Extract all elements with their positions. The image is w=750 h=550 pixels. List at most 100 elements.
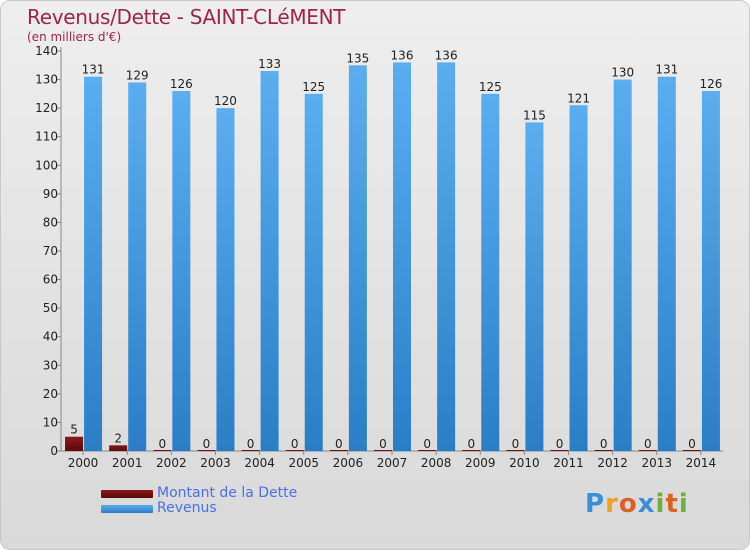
- x-tick-label: 2000: [68, 456, 99, 470]
- revenue-value-label: 125: [302, 80, 325, 94]
- debt-value-label: 2: [114, 431, 122, 445]
- revenue-value-label: 126: [170, 77, 193, 91]
- y-tick-label: 50: [43, 301, 58, 315]
- y-tick-label: 130: [35, 73, 58, 87]
- y-tick-label: 90: [43, 187, 58, 201]
- bar-revenue: [216, 108, 235, 452]
- revenue-value-label: 131: [82, 63, 105, 77]
- bar-revenue: [348, 65, 367, 452]
- logo-letter: P: [585, 489, 606, 519]
- revenue-value-label: 133: [258, 57, 281, 71]
- chart-title: Revenus/Dette - SAINT-CLéMENT: [27, 5, 346, 29]
- debt-value-label: 0: [291, 437, 299, 451]
- x-tick-label: 2008: [421, 456, 452, 470]
- bar-debt: [65, 436, 84, 451]
- bar-debt: [285, 450, 304, 451]
- bar-debt: [418, 450, 437, 451]
- x-tick-label: 2001: [112, 456, 143, 470]
- bar-debt: [506, 450, 525, 451]
- x-tick-label: 2005: [288, 456, 319, 470]
- x-tick-label: 2007: [377, 456, 408, 470]
- debt-value-label: 0: [335, 437, 343, 451]
- x-tick-label: 2012: [597, 456, 628, 470]
- bar-debt: [153, 450, 172, 451]
- debt-value-label: 0: [203, 437, 211, 451]
- revenue-value-label: 130: [611, 66, 634, 80]
- revenue-value-label: 115: [523, 108, 546, 122]
- bar-revenue: [304, 93, 323, 451]
- revenue-value-label: 136: [435, 48, 458, 62]
- x-tick-label: 2004: [244, 456, 275, 470]
- y-tick-label: 10: [43, 415, 58, 429]
- bar-debt: [682, 450, 701, 451]
- x-tick-label: 2014: [686, 456, 717, 470]
- logo-letter: x: [637, 489, 656, 519]
- x-tick-label: 2011: [553, 456, 584, 470]
- x-tick-label: 2002: [156, 456, 187, 470]
- legend-label-debt: Montant de la Dette: [157, 485, 298, 501]
- y-tick-label: 120: [35, 101, 58, 115]
- bar-revenue: [657, 76, 676, 451]
- bar-revenue: [569, 105, 588, 452]
- y-tick-label: 80: [43, 215, 58, 229]
- bar-revenue: [437, 62, 456, 452]
- chart-subtitle: (en milliers d'€): [27, 30, 122, 44]
- bar-debt: [462, 450, 481, 451]
- legend-swatch-revenue: [101, 505, 153, 513]
- logo-letter: i: [678, 489, 689, 519]
- logo-letter: i: [655, 489, 666, 519]
- debt-value-label: 5: [70, 423, 78, 437]
- logo-letter: t: [665, 489, 679, 519]
- revenue-value-label: 131: [655, 63, 678, 77]
- debt-value-label: 0: [423, 437, 431, 451]
- bar-debt: [109, 445, 128, 451]
- revenue-value-label: 120: [214, 94, 237, 108]
- bar-revenue: [260, 71, 279, 451]
- y-tick-label: 30: [43, 358, 58, 372]
- debt-value-label: 0: [159, 437, 167, 451]
- revenue-value-label: 136: [391, 48, 414, 62]
- x-tick-label: 2009: [465, 456, 496, 470]
- proxiti-logo: Proxiti: [585, 489, 689, 519]
- bars: [65, 62, 720, 452]
- y-tick-label: 70: [43, 244, 58, 258]
- logo-letter: o: [618, 489, 638, 519]
- debt-value-label: 0: [644, 437, 652, 451]
- bar-revenue: [525, 122, 544, 451]
- revenue-value-label: 121: [567, 91, 590, 105]
- bar-revenue: [84, 76, 103, 451]
- bar-revenue: [701, 91, 720, 451]
- legend-label-revenue: Revenus: [157, 500, 217, 516]
- bar-debt: [550, 450, 569, 451]
- x-tick-label: 2003: [200, 456, 231, 470]
- bar-debt: [241, 450, 260, 451]
- y-tick-label: 0: [50, 444, 58, 458]
- bar-revenue: [128, 82, 147, 451]
- revenue-value-label: 126: [699, 77, 722, 91]
- y-tick-label: 20: [43, 387, 58, 401]
- y-tick-label: 40: [43, 330, 58, 344]
- y-tick-label: 140: [35, 44, 58, 58]
- bar-revenue: [481, 93, 500, 451]
- x-tick-label: 2013: [642, 456, 673, 470]
- bar-debt: [329, 450, 348, 451]
- y-tick-label: 60: [43, 273, 58, 287]
- debt-value-label: 0: [512, 437, 520, 451]
- debt-value-label: 0: [556, 437, 564, 451]
- revenue-value-label: 125: [479, 80, 502, 94]
- revenue-value-label: 129: [126, 68, 149, 82]
- bar-revenue: [613, 79, 632, 452]
- y-tick-label: 110: [35, 130, 58, 144]
- bar-debt: [197, 450, 216, 451]
- bar-revenue: [172, 91, 191, 451]
- debt-value-label: 0: [600, 437, 608, 451]
- bar-debt: [594, 450, 613, 451]
- debt-value-label: 0: [379, 437, 387, 451]
- x-tick-label: 2006: [333, 456, 364, 470]
- x-tick-label: 2010: [509, 456, 540, 470]
- bar-revenue: [393, 62, 411, 452]
- labels: 2000 5 131 2001 2 129 2002 0 126 2003 0 120 2004 0 133…: [68, 48, 723, 470]
